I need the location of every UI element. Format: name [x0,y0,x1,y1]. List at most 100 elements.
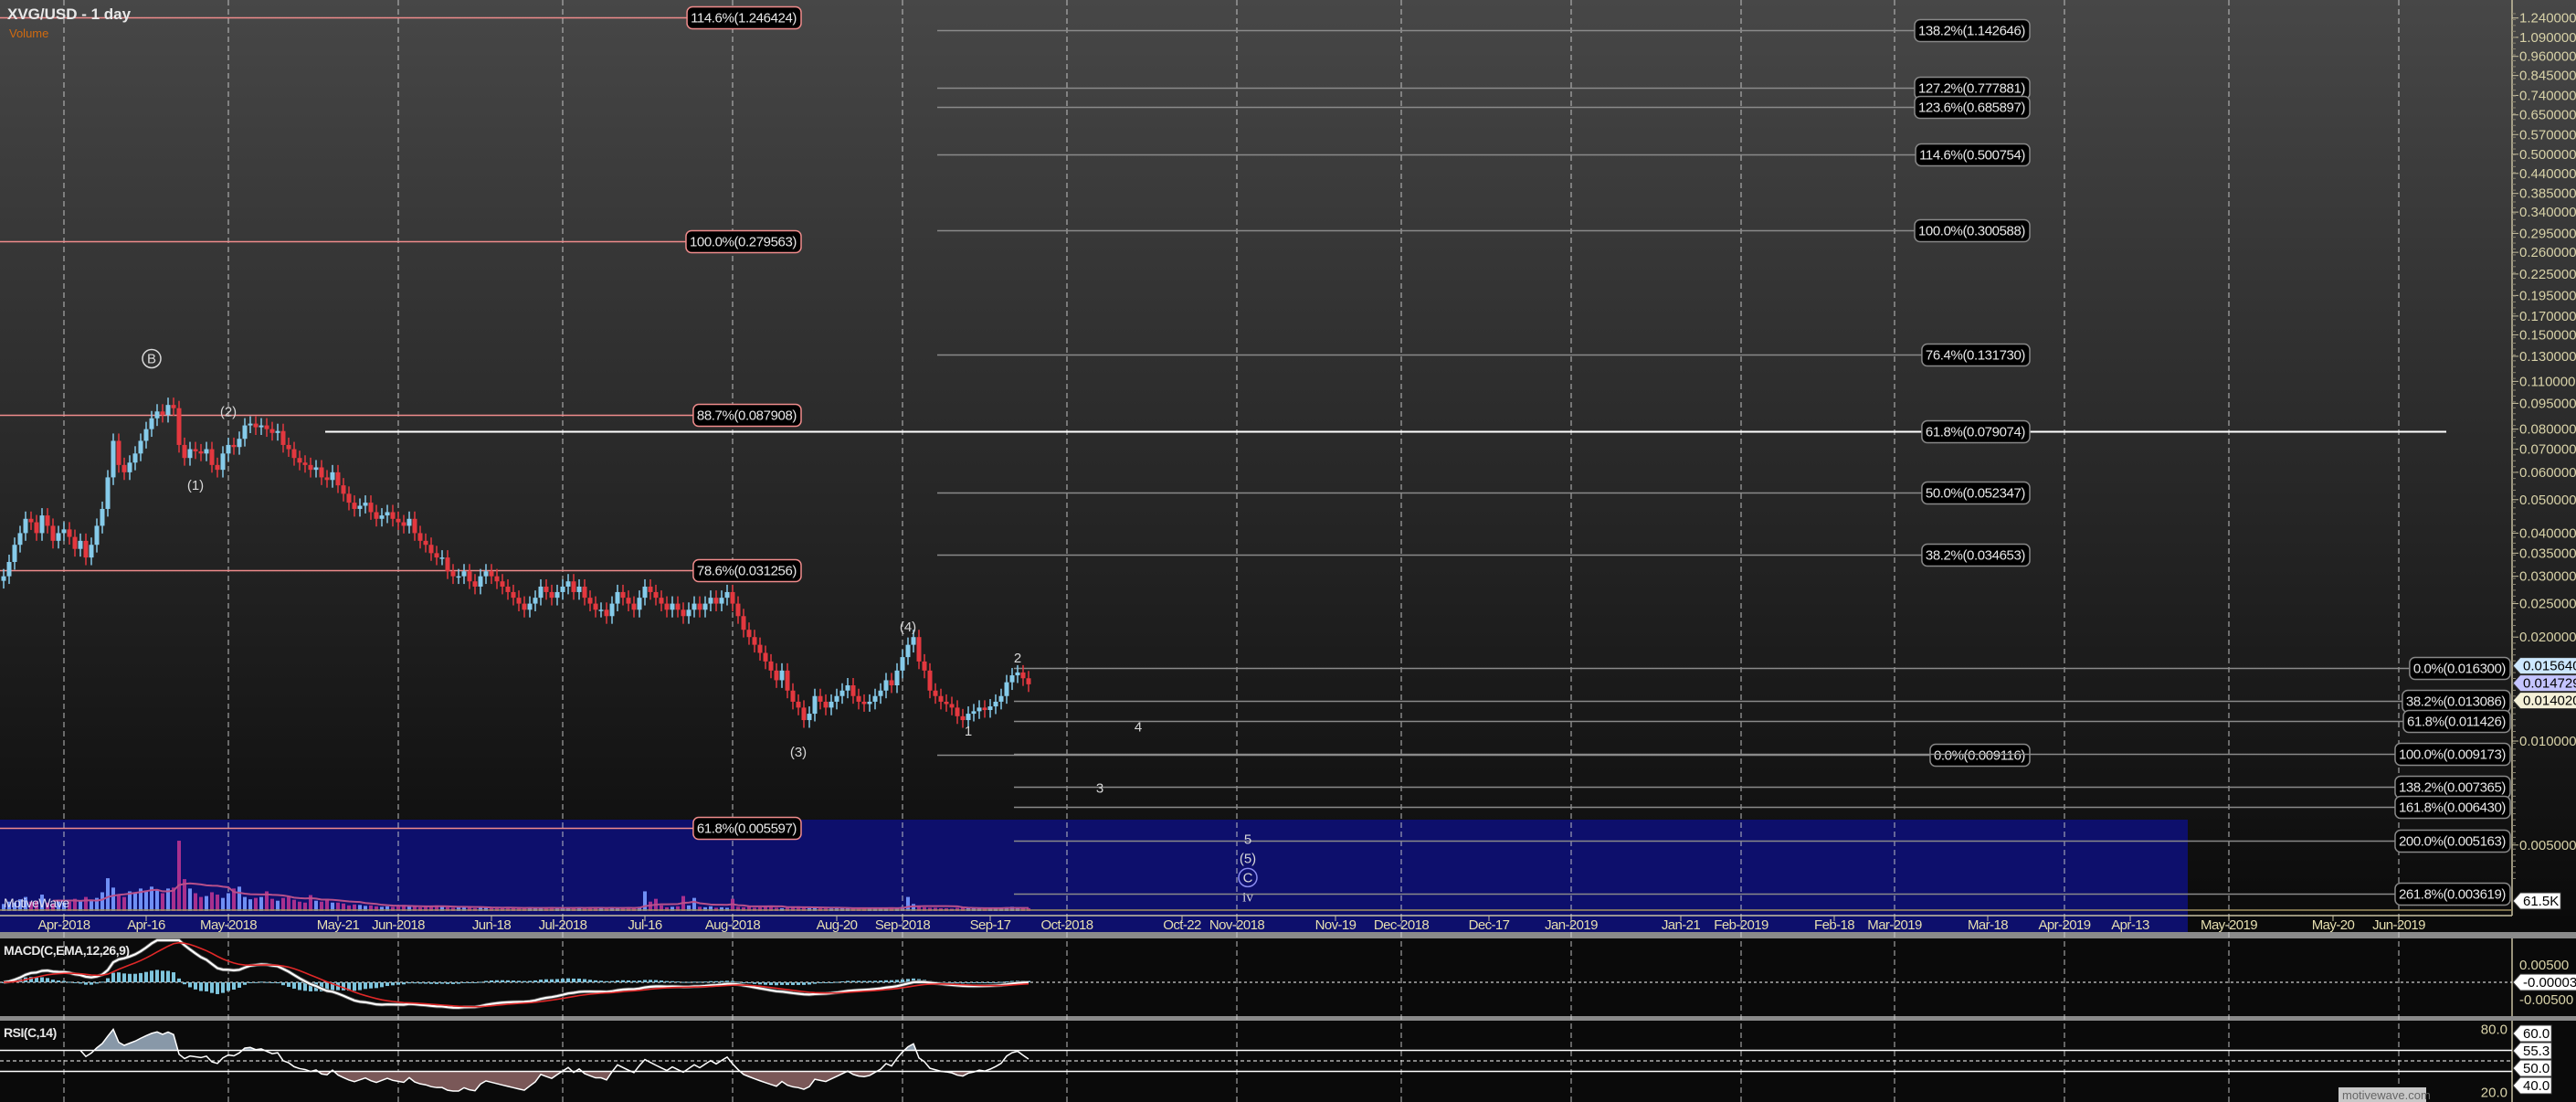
fib-level[interactable]: 123.6%(0.685897) [937,95,2031,120]
macd-histogram-bar [183,982,186,985]
volume-bar [550,907,554,911]
volume-bar [385,906,389,911]
candle [692,596,697,618]
volume-bar [2,904,5,911]
x-axis-label: Jun-2019 [2372,917,2425,933]
fib-level[interactable]: 0.0%(0.009116) [937,743,2031,768]
candle-body [653,591,659,599]
macd-histogram-bar [950,982,954,983]
candle-body [708,598,713,604]
fib-level[interactable]: 0.0%(0.016300) [1014,656,2511,681]
candle-body [204,449,209,454]
macd-histogram-bar [238,982,241,988]
macd-histogram-bar [835,981,839,983]
fib-level[interactable]: 88.7%(0.087908) [0,403,802,428]
fib-level[interactable]: 38.2%(0.034653) [937,543,2031,567]
watermark-url[interactable]: motivewave.com [2342,1088,2431,1102]
fib-label-box [2394,742,2511,767]
candle [28,511,34,530]
candle-body [187,449,193,459]
candle-body [6,562,12,577]
candle-body [67,529,72,537]
macd-histogram-bar [84,982,88,985]
candle-body [176,408,182,445]
x-axis-label: Apr-2018 [38,917,90,933]
volume-tag: 61.5K [2512,892,2561,910]
candle-body [308,464,313,471]
volume-bar [375,906,378,911]
volume-bar [243,896,247,911]
x-axis-label: May-2018 [200,917,257,933]
macd-histogram-bar [62,980,66,982]
candle-body [516,598,522,604]
candle-body [867,701,872,705]
candle [763,645,768,670]
fib-level[interactable]: 138.2%(0.007365) [1014,775,2511,800]
fib-label: 100.0%(0.009173) [2399,747,2506,763]
candle-body [642,586,648,599]
main-panel-background [0,0,2576,916]
fib-label-box [1914,95,2031,120]
candle-body [149,418,154,429]
macd-histogram-bar [462,982,466,983]
fib-level[interactable]: 50.0%(0.052347) [937,481,2031,505]
candle [966,706,971,728]
fib-level[interactable]: 100.0%(0.279563) [0,229,802,254]
wave-labels[interactable]: B (1) (2) (3) (4) 1 2 3 4 5 (5) Civ [142,348,1258,905]
macd-histogram-bar [572,978,575,982]
fib-level[interactable]: 261.8%(0.003619) [1014,882,2511,906]
candle-body [845,685,850,691]
fib-level[interactable]: 38.2%(0.013086) [1014,689,2511,714]
macd-histogram-bar [254,981,258,983]
fibonacci-levels[interactable]: 114.6%(1.246424) 100.0%(0.279563) 88.7%(0.… [0,5,2511,906]
macd-histogram-bar [544,979,548,982]
candle-body [428,545,434,554]
volume-bar [544,906,548,911]
fib-level[interactable]: 61.8%(0.005597) [0,816,802,841]
fib-level[interactable]: 138.2%(1.142646) [937,18,2031,43]
volume-bar [670,906,674,911]
volume-bar [868,907,871,911]
macd-histogram-bar [205,982,208,991]
macd-histogram-bar [583,979,586,982]
fib-level[interactable]: 127.2%(0.777881) [937,76,2031,101]
fib-level[interactable]: 61.8%(0.079074) [325,419,2446,444]
panel-separator[interactable] [0,932,2576,938]
volume-bar [627,907,630,911]
candle-body [659,598,664,604]
candle-body [50,525,56,541]
macd-histogram-bar [813,982,817,984]
y-axis-label: 0.295000 [2519,226,2576,241]
fib-level[interactable]: 78.6%(0.031256) [0,558,802,583]
volume-bar [879,907,882,911]
watermark-logo: MotiveWave [4,895,69,910]
fib-level[interactable]: 100.0%(0.009173) [1014,742,2511,767]
volume-bar [714,907,718,911]
fib-level[interactable]: 100.0%(0.300588) [937,218,2031,243]
candle-body [763,652,768,662]
candle-body [856,695,861,702]
fib-level[interactable]: 200.0%(0.005163) [1014,829,2511,853]
macd-histogram-bar [681,981,685,983]
candle-body [461,571,467,577]
candle-body [324,477,330,481]
fib-label-box [1915,143,2031,167]
candle-body [812,695,818,715]
fib-level[interactable]: 114.6%(1.246424) [0,5,802,30]
fib-level[interactable]: 76.4%(0.131730) [937,343,2031,367]
fib-level[interactable]: 114.6%(0.500754) [937,143,2031,167]
candle [100,501,105,534]
volume-bar [90,899,93,911]
candle [549,584,554,606]
y-axis-label: 0.035000 [2519,546,2576,561]
candle [883,673,889,699]
panel-separator[interactable] [0,1016,2576,1021]
fib-level[interactable]: 61.8%(0.011426) [1014,709,2511,734]
candle [89,537,94,566]
volume-bar [901,906,904,911]
candle-body [609,603,615,617]
fib-level[interactable]: 161.8%(0.006430) [1014,795,2511,820]
macd-histogram-bar [210,982,214,993]
candle [582,578,587,606]
